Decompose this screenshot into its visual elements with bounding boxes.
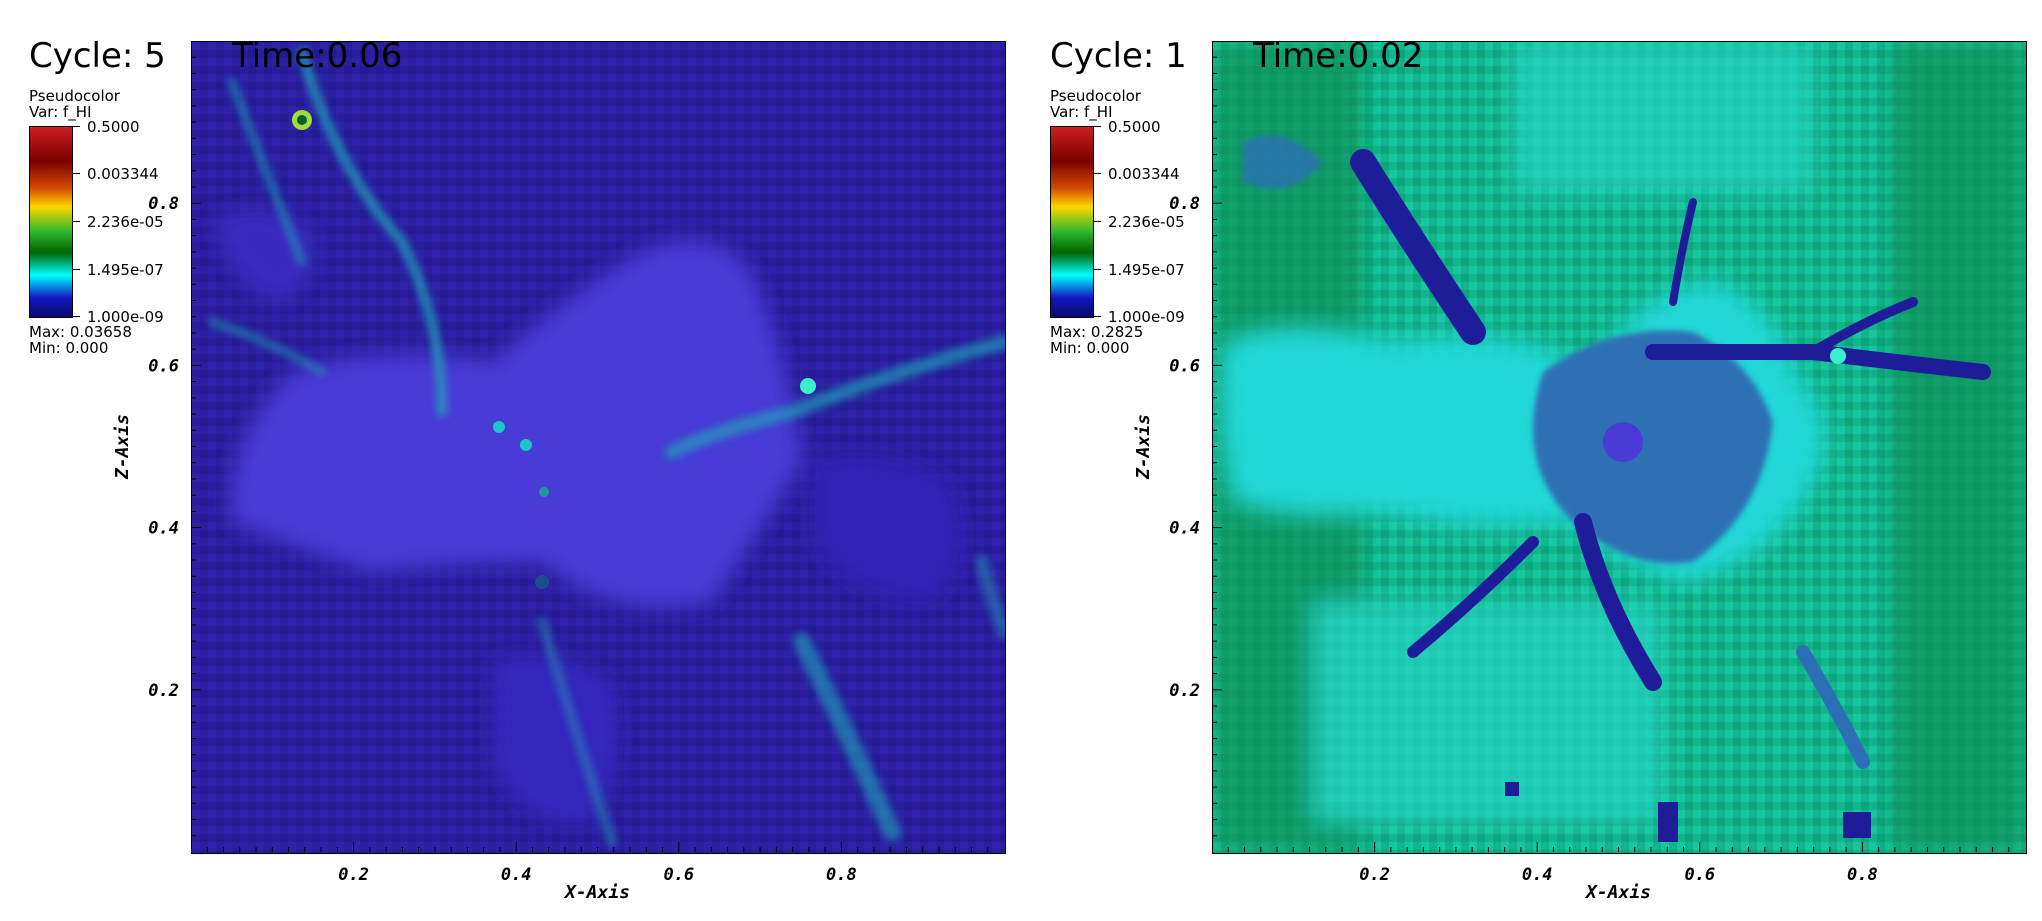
time-label: Time:0.02 — [1253, 36, 1424, 76]
y-axis: 0.2 0.4 0.6 0.8 Z-Axis — [112, 56, 201, 837]
legend-plot-type: Pseudocolor — [29, 87, 120, 105]
y-tick-label: 0.6 — [1169, 356, 1200, 376]
legend-max: Max: 0.2825 — [1050, 323, 1144, 341]
x-tick-label: 0.6 — [1684, 865, 1715, 885]
x-tick-label: 0.8 — [826, 865, 857, 885]
time-label: Time:0.06 — [232, 36, 403, 76]
axes: 0.2 0.4 0.6 0.8 X-Axis 0.2 0.4 0.6 0.8 Z-Axis — [112, 56, 989, 903]
y-axis: 0.2 0.4 0.6 0.8 Z-Axis — [1133, 56, 1222, 837]
colorbar — [1050, 126, 1094, 318]
x-axis-title: X-Axis — [563, 882, 630, 903]
colorbar-tick-mark — [72, 316, 80, 317]
x-tick-label: 0.6 — [663, 865, 694, 885]
x-tick-label: 0.2 — [338, 865, 369, 885]
colorbar-legend: Pseudocolor Var: f_HI 0.5000 0.003344 2.… — [1050, 88, 1250, 358]
y-tick-label: 0.8 — [148, 194, 179, 214]
colorbar-tick-mark — [1093, 173, 1101, 174]
colorbar-tick-label: 2.236e-05 — [1108, 213, 1185, 231]
legend-variable: Var: f_HI — [1050, 103, 1113, 121]
legend-variable: Var: f_HI — [29, 103, 92, 121]
colorbar-tick-label: 0.003344 — [87, 165, 159, 183]
colorbar-tick-label: 1.000e-09 — [1108, 308, 1185, 326]
y-tick-label: 0.2 — [148, 681, 179, 701]
cycle-label: Cycle: 1 — [1050, 36, 1187, 76]
x-tick-label: 0.4 — [1522, 865, 1553, 885]
colorbar-tick-mark — [72, 221, 80, 222]
colorbar-tick-label: 0.5000 — [1108, 118, 1161, 136]
x-axis: 0.2 0.4 0.6 0.8 X-Axis — [206, 842, 989, 903]
legend-min: Min: 0.000 — [1050, 339, 1130, 357]
heatmap-image — [1213, 42, 2026, 853]
colorbar-tick-label: 1.495e-07 — [1108, 261, 1185, 279]
legend-min: Min: 0.000 — [29, 339, 109, 357]
y-tick-label: 0.8 — [1169, 194, 1200, 214]
x-tick-label: 0.4 — [501, 865, 532, 885]
colorbar-tick-mark — [72, 269, 80, 270]
cycle-label: Cycle: 5 — [29, 36, 166, 76]
y-axis-title: Z-Axis — [112, 414, 133, 480]
colorbar-tick-mark — [1093, 221, 1101, 222]
y-tick-label: 0.4 — [148, 519, 179, 539]
y-tick-label: 0.2 — [1169, 681, 1200, 701]
colorbar — [29, 126, 73, 318]
colorbar-tick-mark — [1093, 269, 1101, 270]
x-axis: 0.2 0.4 0.6 0.8 X-Axis — [1227, 842, 2010, 903]
colorbar-tick-mark — [1093, 126, 1101, 127]
right-panel: Cycle: 1 Time:0.02 Pseudocolor Var: f_HI… — [1021, 0, 2042, 921]
legend-plot-type: Pseudocolor — [1050, 87, 1141, 105]
left-panel: Cycle: 5 Time:0.06 Pseudocolor Var: f_HI… — [29, 36, 1006, 903]
y-tick-label: 0.4 — [1169, 519, 1200, 539]
colorbar-tick-label: 1.000e-09 — [87, 308, 164, 326]
colorbar-tick-label: 1.495e-07 — [87, 261, 164, 279]
x-tick-label: 0.2 — [1359, 865, 1390, 885]
colorbar-tick-label: 0.003344 — [1108, 165, 1180, 183]
colorbar-tick-label: 2.236e-05 — [87, 213, 164, 231]
heatmap-plot-area — [1212, 41, 2027, 854]
axes: 0.2 0.4 0.6 0.8 X-Axis 0.2 0.4 0.6 0.8 Z-Axis — [1133, 56, 2010, 903]
colorbar-tick-mark — [72, 173, 80, 174]
colorbar-legend: Pseudocolor Var: f_HI 0.5000 0.003344 2.… — [29, 88, 229, 358]
x-tick-label: 0.8 — [1847, 865, 1878, 885]
colorbar-tick-mark — [1093, 316, 1101, 317]
y-tick-label: 0.6 — [148, 356, 179, 376]
legend-max: Max: 0.03658 — [29, 323, 132, 341]
y-axis-title: Z-Axis — [1133, 414, 1154, 480]
colorbar-tick-label: 0.5000 — [87, 118, 140, 136]
heatmap-image — [192, 42, 1005, 853]
colorbar-tick-mark — [72, 126, 80, 127]
x-axis-title: X-Axis — [1584, 882, 1651, 903]
heatmap-plot-area — [191, 41, 1006, 854]
